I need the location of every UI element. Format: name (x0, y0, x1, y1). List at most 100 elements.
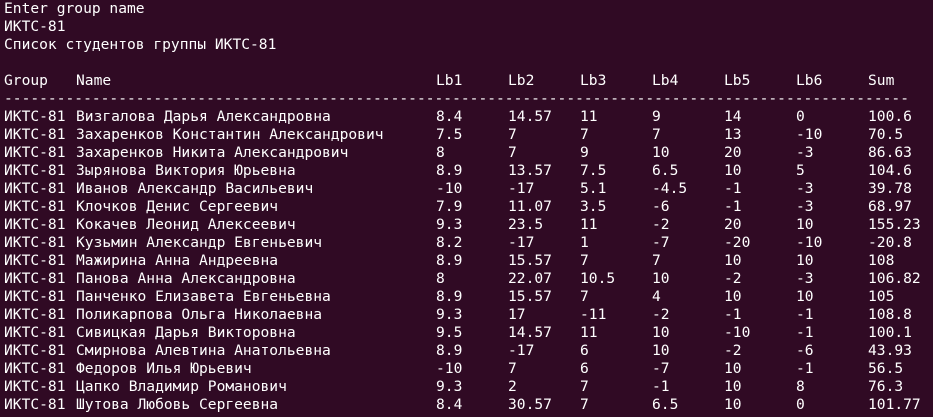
prompt-line: Enter group name (4, 0, 145, 17)
cell-group: ИКТС-81 (4, 252, 66, 269)
cell-lb4: 7 (652, 126, 661, 143)
cell-sum: 70.5 (868, 126, 904, 143)
cell-group: ИКТС-81 (4, 378, 66, 395)
header-lb5: Lb5 (724, 72, 751, 89)
cell-sum: 106.82 (868, 270, 921, 287)
cell-group: ИКТС-81 (4, 180, 66, 197)
cell-lb2: 7 (508, 360, 517, 377)
cell-lb4: -7 (652, 360, 670, 377)
cell-lb5: -1 (724, 306, 742, 323)
cell-lb6: 5 (796, 162, 805, 179)
cell-lb2: 7 (508, 126, 517, 143)
cell-lb2: 15.57 (508, 252, 552, 269)
cell-lb4: 7 (652, 252, 661, 269)
cell-group: ИКТС-81 (4, 270, 66, 287)
cell-name: Зырянова Виктория Юрьевна (76, 162, 296, 179)
cell-name: Панова Анна Александровна (76, 270, 296, 287)
table-row: ИКТС-81 Панова Анна Александровна 8 22.07 10… (4, 270, 933, 288)
cell-lb4: 9 (652, 108, 661, 125)
cell-lb2: -17 (508, 342, 535, 359)
cell-group: ИКТС-81 (4, 162, 66, 179)
header-lb4: Lb4 (652, 72, 679, 89)
cell-name: Визгалова Дарья Александровна (76, 108, 331, 125)
cell-lb2: 17 (508, 306, 526, 323)
cell-group: ИКТС-81 (4, 324, 66, 341)
cell-lb1: 8.4 (436, 396, 463, 413)
cell-lb5: -1 (724, 180, 742, 197)
cell-name: Сивицкая Дарья Викторовна (76, 324, 296, 341)
table-row: ИКТС-81 Панченко Елизавета Евгеньевна 8.9 1… (4, 288, 933, 306)
cell-lb1: 8 (436, 270, 445, 287)
cell-name: Кокачев Леонид Алексеевич (76, 216, 296, 233)
header-sum: Sum (868, 72, 895, 89)
cell-name: Иванов Александр Васильевич (76, 180, 314, 197)
header-name: Name (76, 72, 112, 89)
cell-lb1: 7.9 (436, 198, 463, 215)
cell-lb5: -1 (724, 198, 742, 215)
cell-group: ИКТС-81 (4, 216, 66, 233)
cell-lb2: 11.07 (508, 198, 552, 215)
cell-sum: 105 (868, 288, 895, 305)
cell-lb5: 14 (724, 108, 742, 125)
cell-lb1: 8.9 (436, 342, 463, 359)
cell-lb1: 8.9 (436, 288, 463, 305)
cell-lb1: 9.3 (436, 378, 463, 395)
cell-lb3: 10.5 (580, 270, 616, 287)
cell-lb5: 10 (724, 288, 742, 305)
header-lb1: Lb1 (436, 72, 463, 89)
cell-sum: 104.6 (868, 162, 912, 179)
cell-lb5: -10 (724, 324, 751, 341)
cell-lb3: 6 (580, 342, 589, 359)
cell-lb6: -1 (796, 306, 814, 323)
table-row: ИКТС-81 Кузьмин Александр Евгеньевич 8.2 -1… (4, 234, 933, 252)
cell-lb1: -10 (436, 360, 463, 377)
cell-lb2: 2 (508, 378, 517, 395)
table-row: ИКТС-81 Кокачев Леонид Алексеевич 9.3 23.5 1… (4, 216, 933, 234)
cell-name: Захаренков Константин Александрович (76, 126, 384, 143)
table-row: ИКТС-81 Федоров Илья Юрьевич -10 7 6 -7 10 -1 56… (4, 360, 933, 378)
table-row: ИКТС-81 Захаренков Никита Александрович 8 7… (4, 144, 933, 162)
cell-lb1: 8.9 (436, 162, 463, 179)
cell-name: Цапко Владимир Романович (76, 378, 287, 395)
cell-lb1: 9.3 (436, 216, 463, 233)
cell-lb6: 10 (796, 288, 814, 305)
cell-name: Поликарпова Ольга Николаевна (76, 306, 323, 323)
cell-name: Захаренков Никита Александрович (76, 144, 349, 161)
cell-lb1: 7.5 (436, 126, 463, 143)
header-lb2: Lb2 (508, 72, 535, 89)
list-title: Список студентов группы ИКТС-81 (4, 36, 277, 53)
cell-lb5: 20 (724, 144, 742, 161)
cell-sum: 76.3 (868, 378, 904, 395)
cell-group: ИКТС-81 (4, 342, 66, 359)
cell-lb4: -4.5 (652, 180, 688, 197)
cell-lb2: -17 (508, 180, 535, 197)
table-row: ИКТС-81 Зырянова Виктория Юрьевна 8.9 13.57… (4, 162, 933, 180)
header-lb3: Lb3 (580, 72, 607, 89)
cell-lb4: 4 (652, 288, 661, 305)
cell-group: ИКТС-81 (4, 198, 66, 215)
table-header: Group Name Lb1 Lb2 Lb3 Lb4 Lb5 Lb6 Sum (4, 72, 933, 90)
cell-lb6: -3 (796, 180, 814, 197)
cell-lb5: 20 (724, 216, 742, 233)
cell-lb5: 10 (724, 396, 742, 413)
cell-lb4: 10 (652, 324, 670, 341)
cell-lb3: 7 (580, 288, 589, 305)
cell-group: ИКТС-81 (4, 108, 66, 125)
cell-lb1: 8.2 (436, 234, 463, 251)
cell-sum: 68.97 (868, 198, 912, 215)
cell-lb6: -3 (796, 270, 814, 287)
cell-name: Мажирина Анна Андреевна (76, 252, 279, 269)
table-row: ИКТС-81 Шутова Любовь Сергеевна 8.4 30.57 7 6… (4, 396, 933, 414)
cell-group: ИКТС-81 (4, 126, 66, 143)
cell-lb2: 30.57 (508, 396, 552, 413)
cell-lb3: 6 (580, 360, 589, 377)
cell-lb4: -1 (652, 378, 670, 395)
table-row: ИКТС-81 Визгалова Дарья Александровна 8.4 1… (4, 108, 933, 126)
cell-lb3: 1 (580, 234, 589, 251)
table-row: ИКТС-81 Иванов Александр Васильевич -10 -17… (4, 180, 933, 198)
cell-lb2: 14.57 (508, 108, 552, 125)
cell-group: ИКТС-81 (4, 288, 66, 305)
header-group: Group (4, 72, 48, 89)
cell-lb2: 15.57 (508, 288, 552, 305)
